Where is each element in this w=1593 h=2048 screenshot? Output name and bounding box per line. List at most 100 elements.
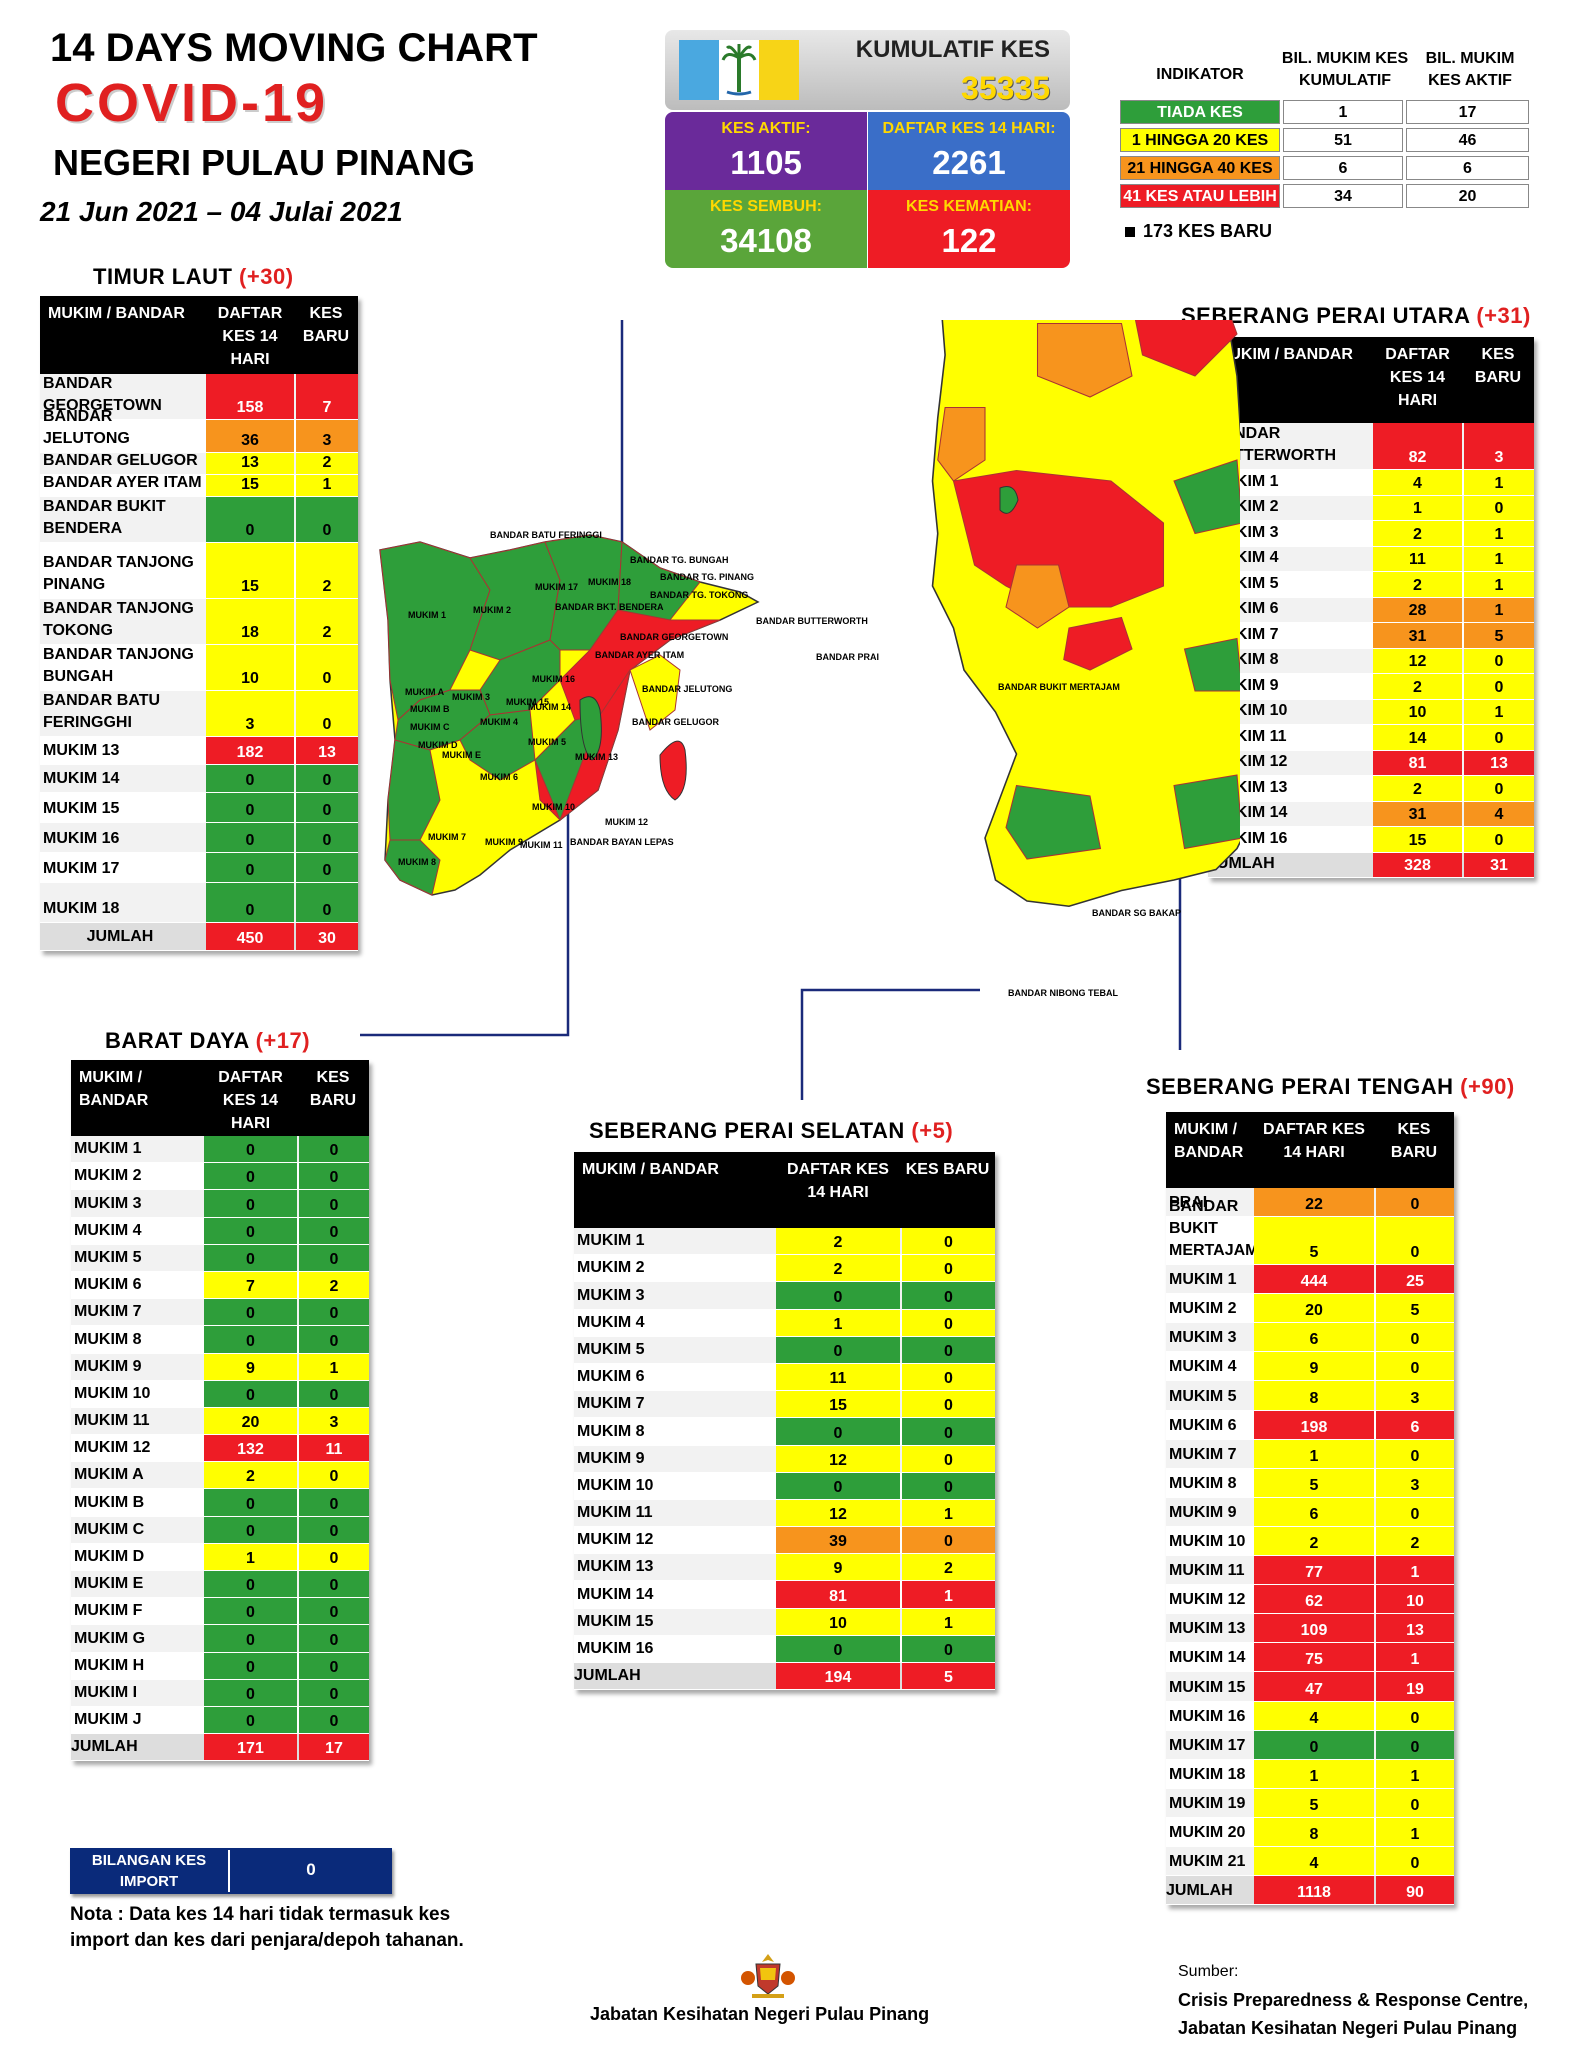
row-daftar: 82 (1373, 423, 1462, 469)
date-range: 21 Jun 2021 – 04 Julai 2021 (40, 196, 403, 227)
table-header: MUKIM / BANDAR DAFTAR KES 14 HARI KES BARU (71, 1060, 369, 1136)
table-row: MUKIM 13 2 0 (1208, 776, 1534, 802)
footer-text: Jabatan Kesihatan Negeri Pulau Pinang (590, 2004, 930, 2024)
row-daftar: 15 (206, 543, 294, 598)
table-row: MUKIM 12 81 13 (1208, 750, 1534, 776)
table-row: MUKIM 13 182 13 (40, 737, 358, 765)
row-name: MUKIM 13 (43, 742, 120, 759)
row-name: MUKIM G (74, 1629, 146, 1647)
header-daftar: DAFTAR KES 14 HARI (1263, 1121, 1365, 1161)
row-kes-baru: 7 (296, 374, 358, 419)
total-daftar: 194 (776, 1663, 900, 1690)
table-row: BANDAR BUKIT MERTAJAM 5 0 (1166, 1198, 1454, 1266)
row-daftar: 14 (1373, 725, 1462, 750)
recovered-box: KES SEMBUH: 34108 (665, 190, 867, 268)
row-kes-baru: 2 (296, 543, 358, 598)
map-label: BANDAR SG BAKAP (1092, 908, 1181, 918)
row-kes-baru: 3 (299, 1407, 369, 1435)
active-value: 1105 (730, 144, 802, 181)
table-row: BANDAR BATU FERINGGHI 3 0 (40, 691, 358, 737)
row-daftar: 0 (206, 497, 294, 542)
row-daftar: 20 (204, 1407, 297, 1435)
list14-label: DAFTAR KES 14 HARI: (882, 120, 1056, 137)
table-row: MUKIM 10 0 0 (574, 1472, 995, 1500)
row-kes-baru: 0 (1376, 1217, 1454, 1265)
total-label: JUMLAH (86, 928, 154, 945)
row-daftar: 4 (1373, 470, 1462, 495)
row-daftar: 0 (204, 1326, 297, 1353)
map-label: BANDAR BAYAN LEPAS (570, 837, 674, 847)
table-row: BANDAR TANJONG PINANG 15 2 (40, 543, 358, 599)
cumulative-value: 35335 (961, 70, 1050, 106)
table-row: BANDAR GEORGETOWN 158 7 (40, 374, 358, 420)
table-row: MUKIM 18 1 1 (1166, 1759, 1454, 1789)
table-total-row: JUMLAH 194 5 (574, 1663, 995, 1691)
row-kes-baru: 3 (1464, 423, 1534, 469)
row-kes-baru: 0 (296, 883, 358, 922)
map-label: MUKIM 5 (528, 737, 566, 747)
row-daftar: 1 (204, 1543, 297, 1570)
table-row: BANDAR TANJONG TOKONG 18 2 (40, 599, 358, 645)
table-total-row: JUMLAH 171 17 (71, 1734, 369, 1762)
map-label: BANDAR GEORGETOWN (620, 632, 728, 642)
recovered-label: KES SEMBUH: (709, 198, 822, 215)
active-mukim-header: BIL. MUKIM KES AKTIF (1425, 50, 1515, 89)
row-kes-baru: 0 (299, 1571, 369, 1598)
connector-spt (1160, 856, 1182, 1050)
table-row: MUKIM 14 0 0 (40, 765, 358, 793)
mainland-map (579, 320, 1240, 908)
row-kes-baru: 13 (1464, 750, 1534, 775)
map-label: MUKIM 11 (520, 840, 563, 850)
row-kes-baru: 13 (1376, 1614, 1454, 1643)
row-name: MUKIM 1 (1169, 1271, 1237, 1289)
row-daftar: 10 (1373, 699, 1462, 724)
row-daftar: 182 (206, 737, 294, 764)
map-label: MUKIM 2 (473, 605, 511, 615)
row-kes-baru: 2 (296, 453, 358, 474)
row-kes-baru: 0 (299, 1299, 369, 1326)
map-label: BANDAR TG. PINANG (660, 572, 754, 582)
row-daftar: 12 (776, 1445, 900, 1472)
header-daftar: DAFTAR KES 14 HARI (218, 1069, 283, 1132)
map-label: MUKIM 7 (428, 832, 466, 842)
row-name: MUKIM J (74, 1711, 142, 1729)
table-row: BANDAR JELUTONG 36 3 (40, 408, 358, 453)
table-header: MUKIM / BANDAR DAFTAR KES 14 HARI KES BARU (574, 1152, 995, 1228)
row-kes-baru: 0 (1376, 1352, 1454, 1381)
connector-barat-daya (360, 790, 570, 1037)
row-name: MUKIM 16 (1169, 1707, 1246, 1725)
map-label: MUKIM 17 (535, 582, 578, 592)
total-daftar: 328 (1373, 852, 1462, 877)
row-daftar: 0 (204, 1652, 297, 1679)
row-daftar: 0 (776, 1635, 900, 1662)
row-kes-baru: 0 (1376, 1188, 1454, 1217)
total-kes-baru: 90 (1376, 1876, 1454, 1905)
row-kes-baru: 0 (902, 1472, 995, 1499)
row-kes-baru: 1 (1464, 521, 1534, 546)
source: Sumber: Crisis Preparedness & Response C… (1178, 1958, 1528, 2042)
row-daftar: 77 (1254, 1556, 1374, 1585)
row-daftar: 8 (1254, 1381, 1374, 1410)
row-daftar: 11 (776, 1363, 900, 1391)
row-daftar: 2 (776, 1255, 900, 1282)
row-name: MUKIM 3 (74, 1194, 142, 1212)
row-daftar: 3 (206, 691, 294, 736)
table-row: MUKIM 15 0 0 (40, 793, 358, 823)
row-kes-baru: 0 (299, 1516, 369, 1543)
row-name: MUKIM B (74, 1493, 145, 1511)
row-name: MUKIM 11 (577, 1504, 653, 1522)
table-row: MUKIM 14 81 1 (574, 1581, 995, 1609)
row-daftar: 31 (1373, 623, 1462, 648)
map-label: MUKIM 6 (480, 772, 518, 782)
header-mukim: MUKIM / BANDAR (582, 1161, 719, 1178)
header-kes-baru: KES BARU (1390, 1121, 1438, 1161)
row-kes-baru: 0 (1376, 1323, 1454, 1352)
row-kes-baru: 0 (902, 1336, 995, 1363)
